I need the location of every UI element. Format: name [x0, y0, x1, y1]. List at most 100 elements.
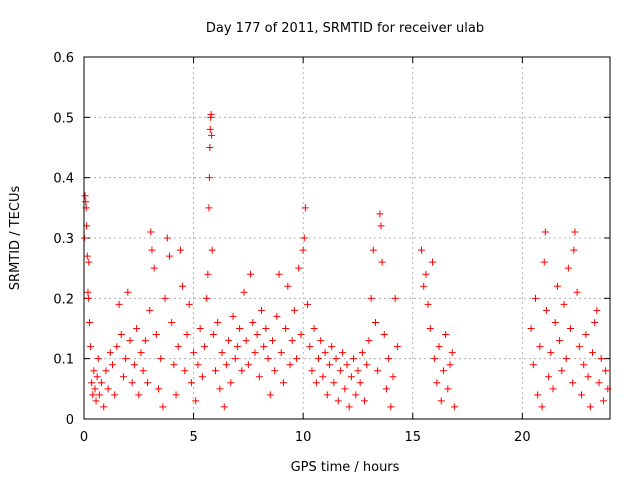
- data-point: [102, 367, 110, 375]
- data-point: [588, 349, 596, 357]
- data-point: [111, 391, 119, 399]
- data-point: [141, 337, 149, 345]
- data-point: [275, 270, 283, 278]
- data-point: [293, 355, 301, 363]
- data-point: [92, 397, 100, 405]
- data-point: [334, 397, 342, 405]
- data-point: [295, 264, 303, 272]
- x-axis-label: GPS time / hours: [291, 460, 400, 475]
- data-point: [591, 318, 599, 326]
- data-point: [529, 361, 537, 369]
- data-point: [113, 343, 121, 351]
- data-point: [536, 343, 544, 351]
- data-point: [185, 300, 193, 308]
- data-point: [560, 300, 568, 308]
- data-point: [558, 367, 566, 375]
- data-point: [220, 403, 228, 411]
- data-point: [251, 349, 259, 357]
- data-point: [542, 306, 550, 314]
- data-point: [304, 300, 312, 308]
- data-point: [323, 391, 331, 399]
- data-point: [279, 379, 287, 387]
- data-point: [569, 379, 577, 387]
- data-point: [382, 385, 390, 393]
- data-point: [165, 252, 173, 260]
- y-tick-label: 0.1: [53, 353, 74, 368]
- data-point: [595, 379, 603, 387]
- data-point: [273, 312, 281, 320]
- data-point: [602, 367, 610, 375]
- data-point: [345, 403, 353, 411]
- data-point: [376, 210, 384, 218]
- data-point: [547, 349, 555, 357]
- data-point: [225, 337, 233, 345]
- data-point: [361, 397, 369, 405]
- data-point: [238, 367, 246, 375]
- data-point: [317, 337, 325, 345]
- data-point: [593, 306, 601, 314]
- data-point: [87, 343, 95, 351]
- data-point: [538, 403, 546, 411]
- data-point: [204, 270, 212, 278]
- data-point: [85, 258, 93, 266]
- data-point: [104, 385, 112, 393]
- data-point: [89, 391, 97, 399]
- data-point: [147, 228, 155, 236]
- data-point: [420, 282, 428, 290]
- data-point: [115, 300, 123, 308]
- data-point: [139, 367, 147, 375]
- data-point: [580, 361, 588, 369]
- data-point: [380, 331, 388, 339]
- x-tick-label: 0: [80, 430, 88, 445]
- data-point: [442, 331, 450, 339]
- data-point: [437, 397, 445, 405]
- data-point: [144, 379, 152, 387]
- data-point: [562, 355, 570, 363]
- data-point: [218, 349, 226, 357]
- data-point: [100, 403, 108, 411]
- data-point: [247, 270, 255, 278]
- data-point: [242, 337, 250, 345]
- data-point: [194, 361, 202, 369]
- data-point: [426, 325, 434, 332]
- data-point: [567, 325, 575, 332]
- data-point: [205, 174, 213, 182]
- y-tick-label: 0.6: [53, 51, 74, 66]
- data-point: [541, 228, 549, 236]
- plot-frame: [83, 56, 611, 420]
- data-point: [88, 379, 96, 387]
- data-point: [288, 337, 296, 345]
- data-point: [128, 379, 136, 387]
- data-point: [424, 300, 432, 308]
- data-point: [422, 270, 430, 278]
- data-point: [299, 246, 307, 254]
- data-point: [222, 361, 230, 369]
- data-point: [264, 355, 272, 363]
- data-point: [527, 325, 535, 332]
- data-point: [339, 349, 347, 357]
- data-point: [179, 282, 187, 290]
- data-point: [534, 391, 542, 399]
- data-point: [85, 318, 93, 326]
- data-point: [249, 318, 257, 326]
- data-point: [266, 391, 274, 399]
- data-point: [206, 125, 214, 133]
- data-point: [240, 288, 248, 296]
- y-tick-label: 0: [66, 413, 74, 428]
- data-point: [540, 258, 548, 266]
- data-point: [551, 318, 559, 326]
- data-point: [352, 391, 360, 399]
- data-point: [106, 349, 114, 357]
- data-point: [584, 373, 592, 381]
- data-point: [122, 355, 130, 363]
- data-point: [369, 246, 377, 254]
- data-point: [435, 343, 443, 351]
- data-point: [586, 403, 594, 411]
- data-point: [260, 343, 268, 351]
- data-point: [578, 391, 586, 399]
- data-point: [448, 349, 456, 357]
- data-point: [206, 144, 214, 151]
- data-point: [356, 379, 364, 387]
- data-point: [297, 331, 305, 339]
- data-point: [556, 337, 564, 345]
